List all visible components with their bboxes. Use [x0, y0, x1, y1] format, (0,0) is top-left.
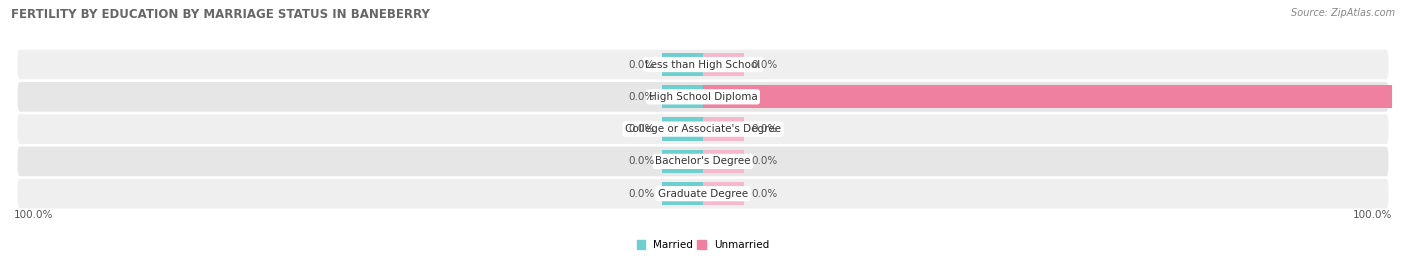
Bar [703, 53, 744, 76]
Text: Bachelor's Degree: Bachelor's Degree [655, 156, 751, 167]
Text: 0.0%: 0.0% [751, 156, 778, 167]
Text: 0.0%: 0.0% [628, 189, 655, 199]
Text: FERTILITY BY EDUCATION BY MARRIAGE STATUS IN BANEBERRY: FERTILITY BY EDUCATION BY MARRIAGE STATU… [11, 8, 430, 21]
Bar [662, 53, 703, 76]
Text: Source: ZipAtlas.com: Source: ZipAtlas.com [1291, 8, 1395, 18]
Bar [703, 182, 744, 205]
FancyBboxPatch shape [17, 114, 1389, 144]
Text: 0.0%: 0.0% [628, 124, 655, 134]
Bar [662, 118, 703, 141]
Text: 100.0%: 100.0% [1399, 92, 1406, 102]
Text: 0.0%: 0.0% [751, 124, 778, 134]
Text: 0.0%: 0.0% [628, 156, 655, 167]
Bar [662, 182, 703, 205]
Text: Graduate Degree: Graduate Degree [658, 189, 748, 199]
Text: 0.0%: 0.0% [628, 92, 655, 102]
FancyBboxPatch shape [17, 147, 1389, 176]
Text: 0.0%: 0.0% [628, 59, 655, 70]
Text: College or Associate's Degree: College or Associate's Degree [626, 124, 780, 134]
Text: 100.0%: 100.0% [1353, 210, 1392, 221]
Text: High School Diploma: High School Diploma [648, 92, 758, 102]
Bar [662, 150, 703, 173]
Bar [703, 85, 1392, 108]
Text: Less than High School: Less than High School [645, 59, 761, 70]
Text: 0.0%: 0.0% [751, 189, 778, 199]
Bar [703, 118, 744, 141]
Bar [703, 150, 744, 173]
FancyBboxPatch shape [17, 179, 1389, 208]
Text: 100.0%: 100.0% [14, 210, 53, 221]
FancyBboxPatch shape [17, 50, 1389, 79]
Legend: Married, Unmarried: Married, Unmarried [637, 240, 769, 250]
Text: 0.0%: 0.0% [751, 59, 778, 70]
FancyBboxPatch shape [17, 82, 1389, 112]
Bar [662, 85, 703, 108]
